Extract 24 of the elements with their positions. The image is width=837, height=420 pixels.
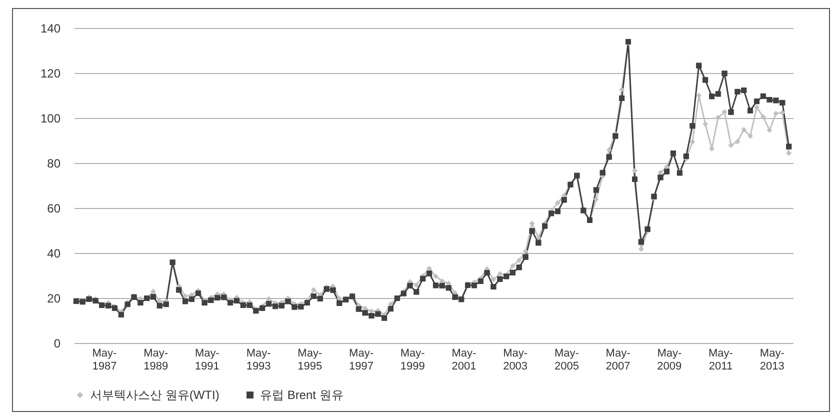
x-tick-label: May-2011 — [708, 348, 734, 372]
legend-label: 유럽 Brent 원유 — [260, 388, 344, 402]
x-tick-label: May-2001 — [452, 348, 477, 372]
legend-label: 서부텍사스산 원유(WTI) — [90, 388, 220, 402]
y-tick-label: 40 — [47, 246, 61, 260]
x-tick-label: May-2009 — [657, 348, 682, 372]
y-tick-label: 100 — [40, 112, 61, 126]
y-tick-label: 80 — [47, 156, 61, 170]
y-tick-label: 120 — [40, 66, 61, 80]
x-tick-label: May-1993 — [246, 348, 272, 372]
y-tick-label: 0 — [54, 336, 61, 350]
x-tick-label: May-1991 — [194, 348, 220, 372]
x-tick-label: May-2007 — [606, 348, 631, 372]
x-tick-label: May-2013 — [760, 348, 785, 372]
x-tick-label: May-1987 — [92, 348, 118, 372]
y-tick-label: 20 — [47, 292, 61, 306]
y-tick-label: 60 — [47, 202, 61, 216]
x-tick-label: May-1997 — [349, 348, 374, 372]
y-tick-label: 140 — [40, 22, 61, 36]
x-tick-label: May-1989 — [144, 348, 168, 372]
x-tick-label: May-2005 — [554, 348, 580, 372]
x-tick-label: May-1995 — [298, 348, 322, 372]
x-tick-label: May-1999 — [400, 348, 426, 372]
x-tick-label: May-2003 — [503, 348, 528, 372]
